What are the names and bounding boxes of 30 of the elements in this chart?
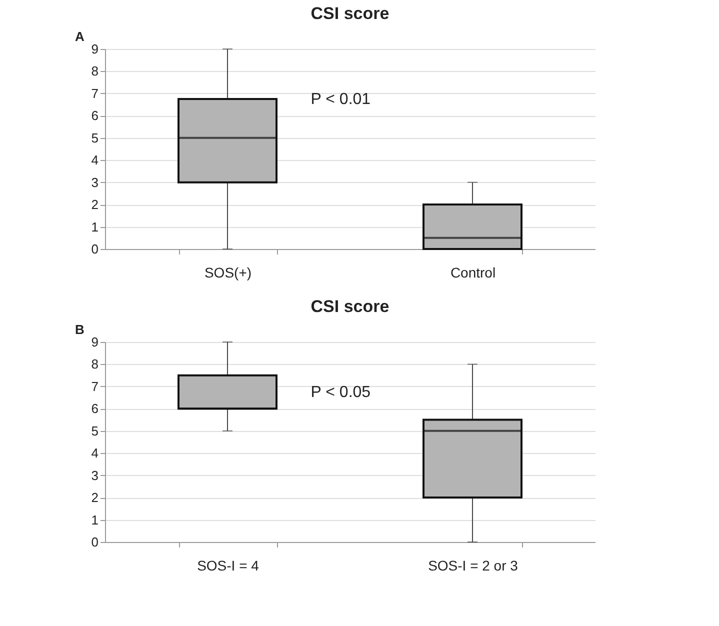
y-tick-label: 1	[91, 219, 98, 234]
y-tick-label: 1	[91, 512, 98, 528]
y-tick-label: 2	[91, 197, 98, 212]
y-tick-label: 6	[91, 108, 98, 124]
y-tick-label: 3	[91, 468, 98, 483]
annotation: P < 0.05	[310, 384, 371, 401]
x-tick-label: Control	[450, 264, 496, 280]
y-tick-label: 9	[91, 334, 98, 350]
y-tick-label: 6	[91, 401, 98, 416]
x-tick-label: SOS-I = 2 or 3	[428, 558, 518, 574]
y-tick-label: 5	[91, 130, 98, 146]
y-tick-label: 4	[91, 446, 98, 461]
x-tick-label: SOS(+)	[204, 264, 252, 280]
y-tick-label: 0	[91, 242, 98, 256]
y-tick-label: 5	[91, 423, 98, 438]
chart-title: CSI score	[310, 297, 390, 316]
annotation: P < 0.01	[310, 91, 371, 108]
y-tick-label: 0	[91, 534, 98, 550]
text: B	[75, 322, 84, 337]
y-tick-label: 8	[91, 64, 98, 79]
y-tick-label: 7	[91, 378, 98, 394]
y-tick-label: 4	[91, 152, 98, 168]
y-tick-label: 3	[91, 174, 98, 190]
chart-title: CSI score	[310, 4, 390, 23]
x-tick-label: SOS-I = 4	[197, 558, 260, 574]
y-tick-label: 7	[91, 86, 98, 101]
y-tick-label: 8	[91, 356, 98, 372]
text: A	[75, 29, 85, 44]
y-tick-label: 2	[91, 490, 98, 506]
y-tick-label: 9	[91, 42, 98, 56]
